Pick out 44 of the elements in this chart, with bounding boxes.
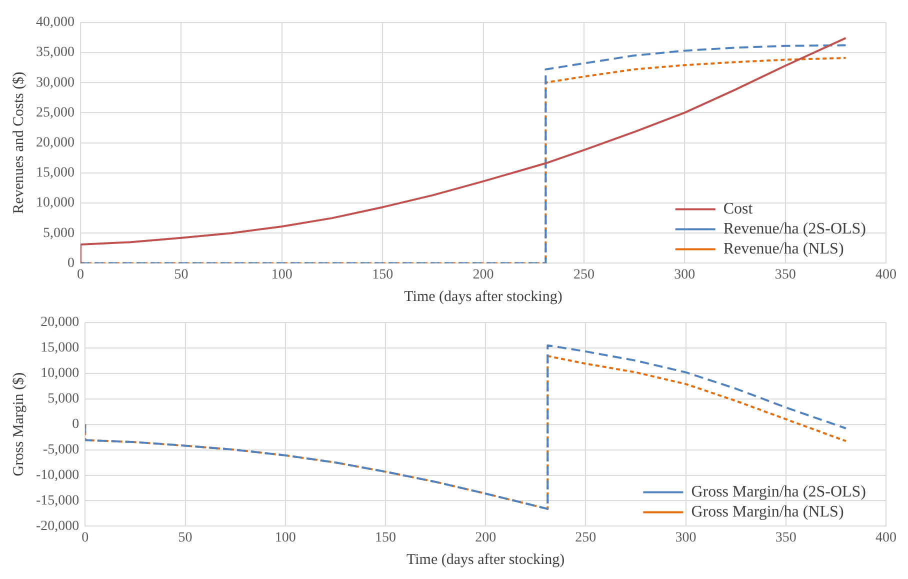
y-tick-label: 0 [68,256,74,271]
legend-label: Gross Margin/ha (2S-OLS) [691,483,866,500]
y-axis-title: Gross Margin ($) [10,372,27,476]
x-tick-label: 300 [675,530,696,546]
x-axis-title: Time (days after stocking) [406,552,565,568]
y-tick-label: 30,000 [36,75,74,90]
x-tick-label: 100 [274,530,296,546]
y-tick-label: 10,000 [40,366,80,382]
y-tick-label: 35,000 [36,45,74,60]
x-tick-label: 250 [575,530,596,546]
x-tick-label: 400 [876,267,896,282]
y-tick-label: 20,000 [36,135,74,150]
legend-label: Revenue/ha (2S-OLS) [723,220,866,238]
y-tick-label: 0 [72,416,80,432]
x-tick-label: 100 [271,267,292,282]
x-tick-label: 350 [775,530,796,546]
y-tick-label: 25,000 [36,105,74,120]
legend-label: Revenue/ha (NLS) [723,240,844,258]
y-tick-label: 15,000 [36,166,74,181]
x-tick-label: 150 [374,530,396,546]
x-tick-label: 400 [876,530,896,546]
x-tick-label: 350 [774,267,796,282]
y-axis-title: Revenues and Costs ($) [10,72,27,214]
x-tick-label: 50 [174,267,188,282]
x-tick-label: 200 [475,530,496,546]
x-tick-label: 50 [178,530,192,546]
x-axis-title: Time (days after stocking) [404,288,562,305]
x-tick-label: 200 [472,267,494,282]
x-tick-label: 250 [573,267,594,282]
y-tick-label: 10,000 [36,196,74,211]
x-tick-label: 300 [674,267,696,282]
legend-label: Gross Margin/ha (NLS) [691,503,844,520]
y-tick-label: 20,000 [40,315,80,330]
x-tick-label: 150 [372,267,394,282]
y-tick-label: 5,000 [43,226,74,241]
y-tick-label: 40,000 [36,15,74,30]
y-tick-label: 5,000 [48,391,80,406]
y-tick-label: -10,000 [36,468,80,483]
legend-label: Cost [723,200,754,218]
y-tick-label: -15,000 [36,493,80,508]
y-tick-label: 15,000 [40,340,80,356]
y-tick-label: -5,000 [42,442,80,458]
x-tick-label: 0 [82,530,89,546]
y-tick-label: -20,000 [36,518,80,534]
